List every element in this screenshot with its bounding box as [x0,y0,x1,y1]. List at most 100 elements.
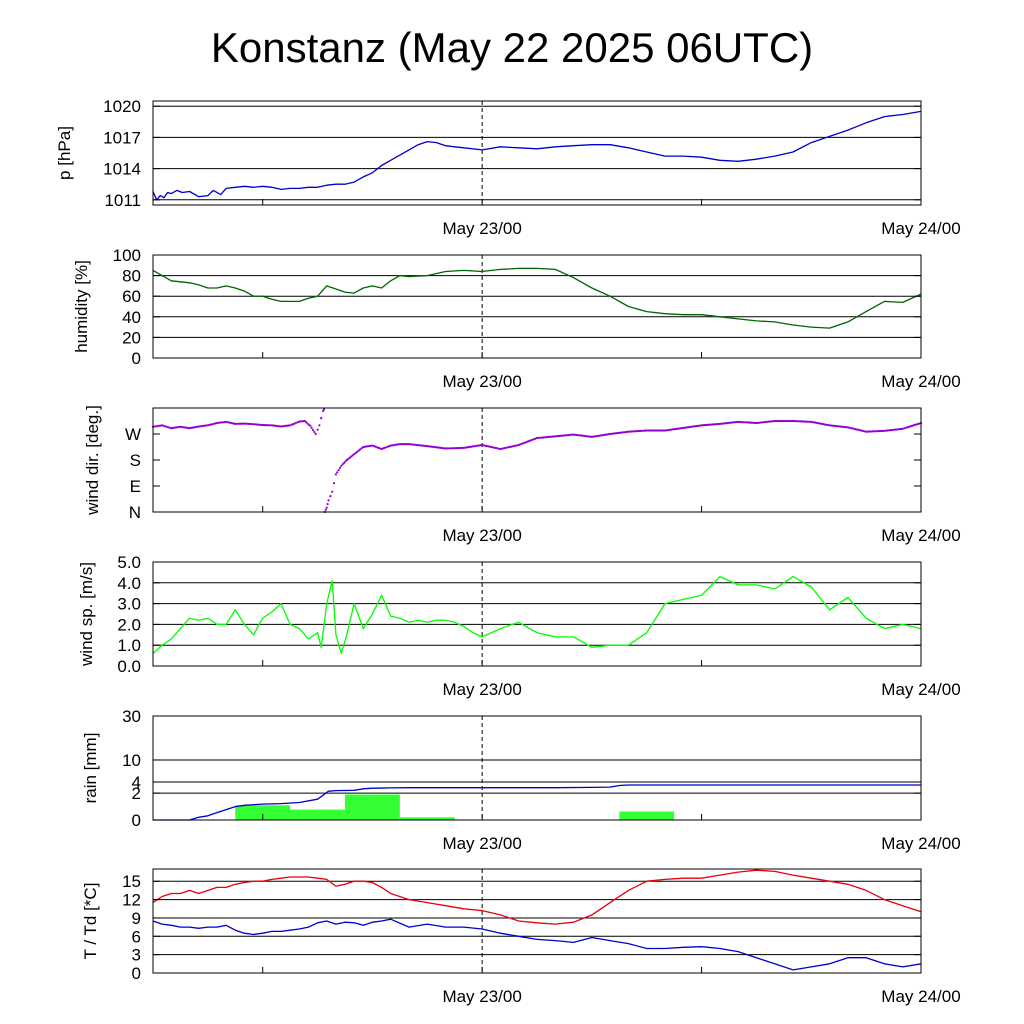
wind-dir-point [365,445,368,448]
wind-dir-point [314,432,317,436]
panel-rain: 0 24 10 30 May 23/00 May 24/00 rain [mm] [81,707,961,853]
wind-dir-point [353,453,356,456]
y-tick-label: 0 [132,349,141,368]
wind-dir-point [332,482,336,485]
wind-dir-point [801,420,804,423]
wind-dir-point [337,469,340,472]
wind-dir-point [309,424,312,427]
wind-dir-point [322,408,326,411]
wind-dir-point [282,425,286,428]
x-tick-label: May 24/00 [881,987,960,1006]
wind-dir-point [442,447,446,450]
y-axis-label: rain [mm] [81,733,100,804]
wind-dir-point [154,425,158,428]
wind-dir-point [705,423,708,427]
wind-dir-point [641,429,644,432]
panel-pressure: 1011 1014 1017 1020 May 23/00 May 24/00 p [hPa… [55,97,961,238]
y-tick-label: 60 [122,287,141,306]
wind-dir-point [749,421,752,424]
rain-bar [619,811,675,820]
wind-dir-point [186,426,190,430]
y-tick-label: 40 [122,308,141,327]
wind-dir-point [545,436,548,439]
wind-dir-point [890,428,894,432]
y-axis-label: humidity [%] [72,260,91,353]
wind-dir-point [769,420,772,423]
wind-dir-point [345,458,348,462]
wind-dir-point [341,463,344,466]
y-tick-label: W [125,425,141,444]
wind-dir-point [589,435,592,438]
wind-dir-point [551,435,554,438]
y-tick-label: 80 [122,267,141,286]
y-axis-label: p [hPa] [55,126,74,180]
plot-frame [152,407,922,513]
wind-dir-point [305,421,308,424]
plot-frame [152,254,922,359]
x-tick-label: May 23/00 [442,526,521,545]
wind-dir-point [340,464,343,467]
wind-dir-point [324,508,327,511]
wind-dir-point [338,466,342,469]
chart-title: Konstanz (May 22 2025 06UTC) [210,24,814,71]
y-tick-label: 20 [122,328,141,347]
wind-dir-point [199,425,202,428]
rain-bar [399,817,455,820]
wind-dir-point [331,490,334,493]
x-tick-label: May 24/00 [881,372,960,391]
wind-dir-point [449,447,452,450]
wind-dir-point [243,422,246,425]
wind-dir-point [467,446,470,449]
y-tick-label: 30 [122,707,141,726]
y-tick-label: S [130,451,141,470]
wind-dir-point [653,429,656,432]
wind-dir-point [865,430,868,433]
plot-frame [152,561,922,667]
wind-dir-point [311,428,315,432]
wind-dir-point [357,449,360,452]
y-tick-label: 10 [122,751,141,770]
y-tick-label: 1020 [103,97,141,116]
temperature-series-line-0 [152,869,922,925]
y-tick-label: 0 [132,964,141,983]
x-tick-label: May 24/00 [881,526,960,545]
wind-dir-point [730,421,734,424]
y-tick-label: 2.0 [117,615,141,634]
wind-dir-point [807,420,810,423]
wind-dir-point [609,432,612,436]
wind-dir-point [577,434,580,437]
wind-dir-point [327,499,330,502]
y-tick-label: 100 [113,246,141,265]
wind-dir-point [627,430,630,433]
x-tick-label: May 23/00 [442,834,521,853]
wind-dir-point [538,436,542,439]
wind-dir-point [781,419,784,423]
wind-dir-point [344,460,347,463]
x-tick-label: May 23/00 [442,987,521,1006]
wind-dir-point [563,434,566,437]
wind-dir-point [871,430,874,433]
y-tick-label: 1011 [104,191,141,210]
wind-dir-point [634,430,638,433]
wind-dir-point [666,429,670,432]
y-tick-label: 2 [132,784,141,803]
wind-dir-point [257,423,260,426]
wind-dir-point [310,426,313,429]
y-tick-label: 0.0 [117,657,141,676]
y-tick-label: 6 [132,927,141,946]
wind-dir-point [218,421,222,424]
wind-dir-point [354,451,357,455]
temperature-series-line-1 [152,918,922,971]
y-tick-label: N [129,503,141,522]
wind-dir-point [250,423,254,426]
wind-dir-point [403,443,406,446]
y-tick-label: 1017 [103,128,141,147]
wind-dir-point [313,430,316,434]
wind-dir-point [647,429,650,432]
wind-dir-point [316,428,319,431]
plot-frame [152,100,922,206]
wind-dir-point [717,422,720,426]
wind-dir-point [326,503,329,506]
